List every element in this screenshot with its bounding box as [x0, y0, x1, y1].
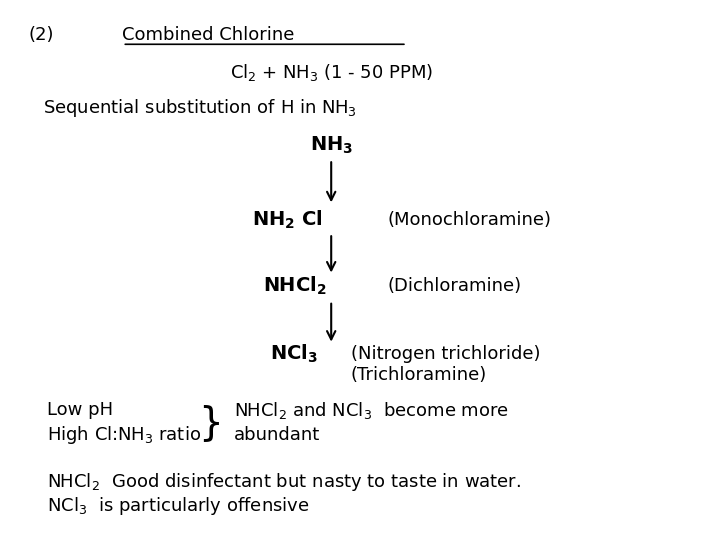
Text: Low pH: Low pH — [47, 401, 113, 420]
Text: Sequential substitution of H in NH$_3$: Sequential substitution of H in NH$_3$ — [43, 97, 357, 119]
Text: $\mathbf{NH_2\ Cl}$: $\mathbf{NH_2\ Cl}$ — [252, 208, 323, 231]
Text: NHCl$_2$ and NCl$_3$  become more: NHCl$_2$ and NCl$_3$ become more — [234, 400, 509, 421]
Text: (Nitrogen trichloride): (Nitrogen trichloride) — [351, 345, 540, 363]
Text: High Cl:NH$_3$ ratio: High Cl:NH$_3$ ratio — [47, 424, 201, 446]
Text: Cl$_2$ + NH$_3$ (1 - 50 PPM): Cl$_2$ + NH$_3$ (1 - 50 PPM) — [230, 63, 433, 83]
Text: (Trichloramine): (Trichloramine) — [351, 366, 487, 384]
Text: abundant: abundant — [234, 426, 320, 444]
Text: $\mathbf{NHCl_2}$: $\mathbf{NHCl_2}$ — [263, 275, 326, 298]
Text: NCl$_3$  is particularly offensive: NCl$_3$ is particularly offensive — [47, 495, 310, 517]
Text: Combined Chlorine: Combined Chlorine — [122, 26, 294, 44]
Text: NHCl$_2$  Good disinfectant but nasty to taste in water.: NHCl$_2$ Good disinfectant but nasty to … — [47, 471, 521, 492]
Text: (Monochloramine): (Monochloramine) — [387, 211, 552, 229]
Text: (2): (2) — [29, 26, 54, 44]
Text: (Dichloramine): (Dichloramine) — [387, 277, 521, 295]
Text: $\mathbf{NCl_3}$: $\mathbf{NCl_3}$ — [270, 342, 318, 365]
Text: $\mathbf{NH_3}$: $\mathbf{NH_3}$ — [310, 135, 353, 157]
Text: }: } — [198, 404, 222, 442]
